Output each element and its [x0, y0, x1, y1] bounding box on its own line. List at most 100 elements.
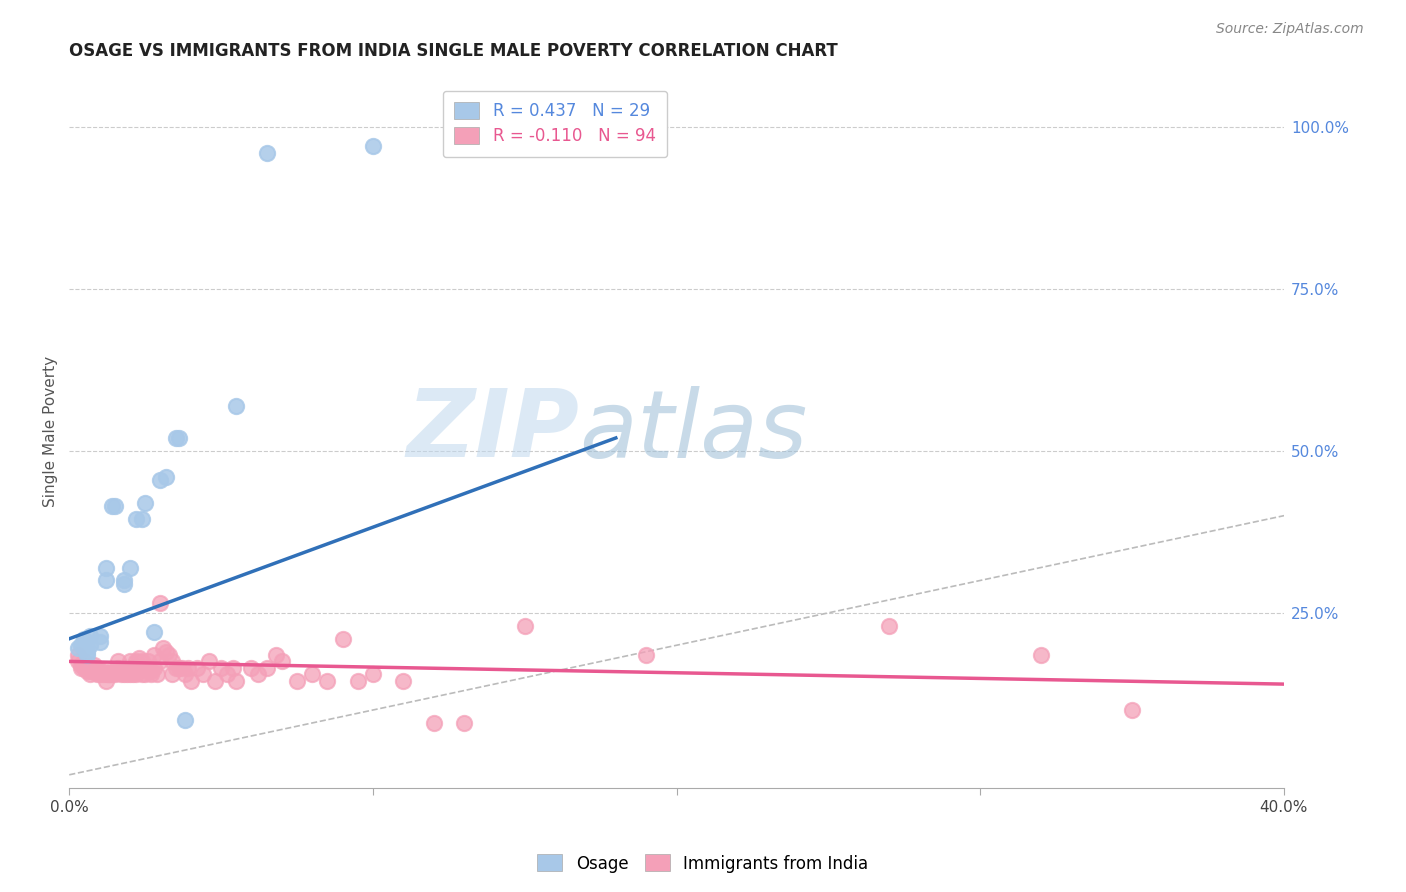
Point [155, 645, 177, 659]
Point [107, 661, 129, 675]
Point [79, 628, 101, 642]
Point [453, 716, 475, 731]
Point [91, 667, 114, 681]
Point [155, 470, 177, 484]
Point [73, 641, 96, 656]
Point [125, 667, 148, 681]
Point [131, 512, 153, 526]
Point [115, 664, 138, 678]
Point [112, 664, 135, 678]
Point [246, 667, 269, 681]
Point [152, 641, 174, 656]
Point [89, 635, 111, 649]
Point [67, 655, 90, 669]
Point [100, 664, 122, 678]
Point [73, 632, 96, 646]
Point [1029, 648, 1052, 662]
Point [86, 667, 108, 681]
Point [131, 667, 153, 681]
Point [141, 664, 163, 678]
Point [392, 673, 415, 688]
Point [131, 655, 153, 669]
Point [115, 667, 138, 681]
Point [91, 664, 114, 678]
Point [107, 655, 129, 669]
Point [73, 657, 96, 672]
Point [222, 661, 245, 675]
Point [146, 667, 169, 681]
Text: Source: ZipAtlas.com: Source: ZipAtlas.com [1216, 22, 1364, 37]
Point [134, 667, 156, 681]
Point [110, 667, 132, 681]
Point [240, 661, 263, 675]
Point [94, 560, 117, 574]
Point [162, 667, 184, 681]
Point [636, 648, 658, 662]
Point [165, 431, 187, 445]
Point [67, 648, 90, 662]
Point [76, 661, 98, 675]
Point [162, 655, 184, 669]
Point [159, 648, 181, 662]
Point [73, 655, 96, 669]
Point [225, 399, 247, 413]
Point [97, 667, 120, 681]
Point [186, 661, 208, 675]
Point [209, 661, 232, 675]
Point [165, 661, 187, 675]
Point [256, 145, 278, 160]
Point [270, 655, 292, 669]
Point [89, 667, 111, 681]
Point [217, 667, 239, 681]
Point [173, 713, 195, 727]
Point [143, 625, 166, 640]
Point [79, 667, 101, 681]
Point [89, 628, 111, 642]
Point [89, 664, 111, 678]
Text: ZIP: ZIP [406, 385, 579, 477]
Point [167, 661, 190, 675]
Point [70, 661, 93, 675]
Point [141, 667, 163, 681]
Point [100, 667, 122, 681]
Point [422, 716, 444, 731]
Point [128, 651, 150, 665]
Point [79, 638, 101, 652]
Point [76, 664, 98, 678]
Point [104, 667, 127, 681]
Point [346, 673, 368, 688]
Point [122, 661, 145, 675]
Point [67, 641, 90, 656]
Point [1121, 703, 1143, 717]
Point [149, 596, 172, 610]
Point [361, 139, 384, 153]
Legend: R = 0.437   N = 29, R = -0.110   N = 94: R = 0.437 N = 29, R = -0.110 N = 94 [443, 91, 668, 157]
Point [125, 512, 148, 526]
Point [76, 645, 98, 659]
Point [513, 619, 536, 633]
Point [180, 673, 202, 688]
Point [118, 560, 141, 574]
Point [70, 638, 93, 652]
Point [134, 661, 156, 675]
Point [143, 648, 166, 662]
Point [225, 673, 247, 688]
Point [76, 648, 98, 662]
Point [204, 673, 226, 688]
Point [79, 664, 101, 678]
Y-axis label: Single Male Poverty: Single Male Poverty [44, 356, 58, 507]
Point [97, 667, 120, 681]
Point [125, 655, 148, 669]
Point [191, 667, 214, 681]
Point [877, 619, 900, 633]
Point [149, 655, 172, 669]
Point [136, 655, 159, 669]
Text: OSAGE VS IMMIGRANTS FROM INDIA SINGLE MALE POVERTY CORRELATION CHART: OSAGE VS IMMIGRANTS FROM INDIA SINGLE MA… [69, 42, 838, 60]
Point [176, 661, 198, 675]
Point [136, 661, 159, 675]
Point [118, 667, 141, 681]
Point [70, 657, 93, 672]
Text: atlas: atlas [579, 386, 807, 477]
Point [83, 664, 105, 678]
Point [112, 576, 135, 591]
